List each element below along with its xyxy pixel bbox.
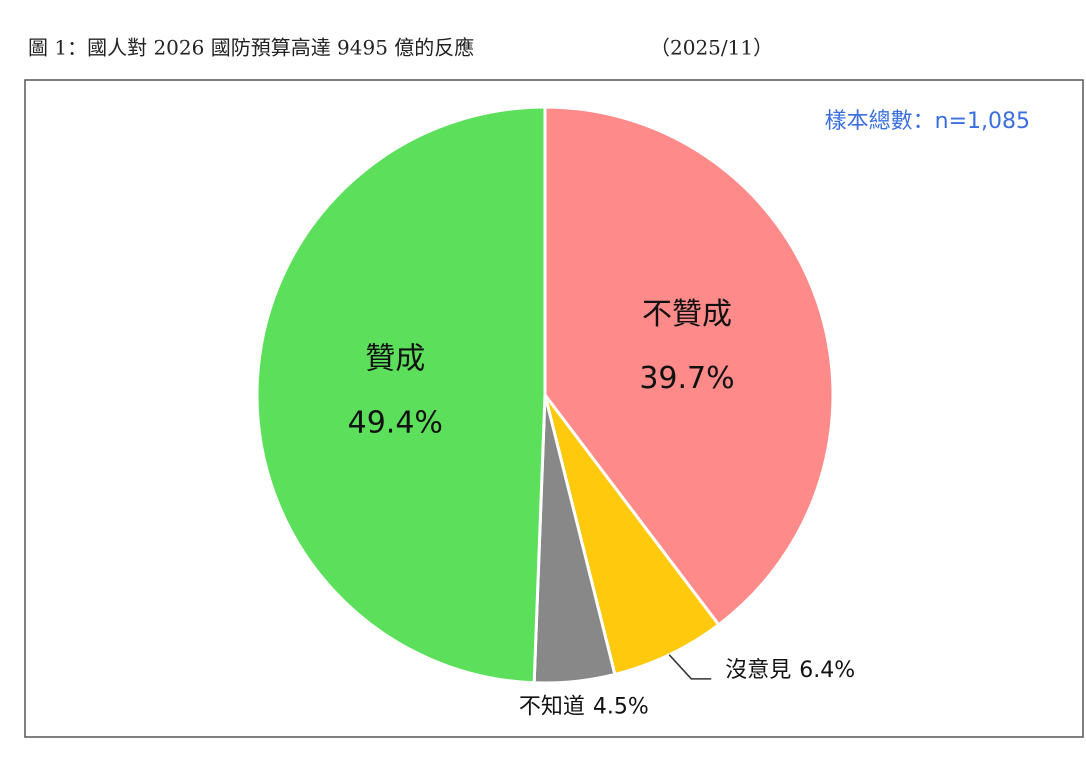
chart-subtitle: （2025/11） — [650, 36, 773, 60]
pie-slice — [543, 105, 835, 627]
chart-title: 圖 1：國人對 2026 國防預算高達 9495 億的反應 — [28, 36, 474, 60]
slice-label: 沒意見 6.4% — [725, 658, 855, 683]
slice-label: 不知道 4.5% — [519, 694, 649, 719]
slice-value-label: 39.7% — [639, 361, 734, 396]
slice-name: 不贊成 — [642, 297, 732, 332]
slice-value-label: 4.5% — [593, 694, 649, 719]
slice-name: 贊成 — [365, 342, 425, 377]
leader-line — [668, 654, 712, 680]
sample-size: 樣本總數：n=1,085 — [825, 109, 1030, 134]
slice-name: 不知道 — [519, 694, 585, 719]
slice-value-label: 49.4% — [348, 406, 443, 441]
slice-value-label: 6.4% — [799, 658, 855, 683]
pie-slice — [543, 394, 721, 677]
pie-slice — [255, 105, 547, 685]
slice-name: 沒意見 — [725, 658, 791, 683]
